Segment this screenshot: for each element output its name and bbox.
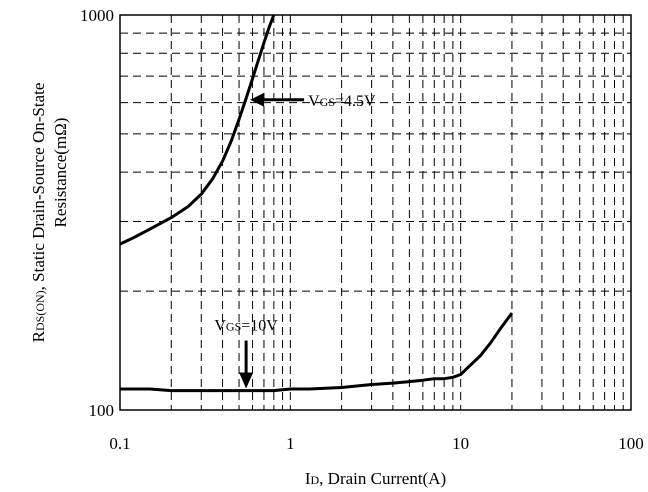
series-line-vgs-4_5v bbox=[119, 14, 276, 246]
x-tick-label: 100 bbox=[618, 434, 644, 453]
x-axis-title: ID, Drain Current(A) bbox=[305, 469, 446, 488]
annotation-vgs-4_5v: VGS=4.5V bbox=[308, 93, 376, 110]
annotation-vgs-10v: VGS=10V bbox=[214, 318, 278, 335]
y-axis-title-line1: RDS(ON), Static Drain-Source On-State bbox=[29, 83, 48, 343]
x-tick-label: 10 bbox=[452, 434, 469, 453]
series-layer bbox=[119, 14, 514, 393]
y-tick-label: 1000 bbox=[80, 6, 114, 25]
arrow-left-icon bbox=[250, 92, 265, 107]
gridlines bbox=[120, 15, 631, 410]
plot-frame bbox=[119, 14, 632, 411]
series-line-vgs-10v bbox=[120, 312, 514, 393]
x-tick-label: 0.1 bbox=[109, 434, 130, 453]
y-tick-label: 100 bbox=[89, 401, 115, 420]
arrow-down-icon bbox=[239, 372, 254, 389]
tick-labels: 0.1 1 10 100 100 1000 bbox=[80, 6, 644, 453]
y-axis-title-line2: Resistance(mΩ) bbox=[51, 118, 70, 228]
x-tick-label: 1 bbox=[286, 434, 295, 453]
annotations: VGS=4.5V VGS=10V bbox=[214, 92, 376, 389]
